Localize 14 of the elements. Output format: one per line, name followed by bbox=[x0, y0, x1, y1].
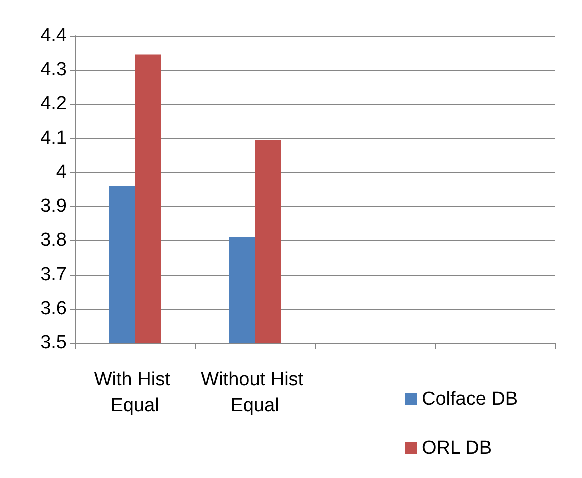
legend-label: ORL DB bbox=[422, 438, 492, 459]
y-tick-label: 3.9 bbox=[40, 196, 67, 218]
legend-label: Colface DB bbox=[422, 389, 518, 410]
y-tick-label: 4.2 bbox=[40, 94, 67, 115]
y-tick-label: 3.5 bbox=[40, 332, 67, 354]
y-tick-label: 4.4 bbox=[40, 26, 68, 46]
y-tick-label: 4 bbox=[56, 162, 68, 183]
x-tick-label: Without Hist Equal bbox=[201, 370, 309, 416]
y-tick-label: 4.3 bbox=[40, 60, 67, 81]
y-tick-label: 3.8 bbox=[40, 230, 67, 252]
y-tick-label: 4.1 bbox=[40, 128, 67, 149]
y-tick-label: 3.7 bbox=[40, 264, 67, 286]
x-tick-label: With Hist Equal bbox=[94, 370, 176, 416]
y-tick-label: 3.6 bbox=[40, 298, 67, 320]
